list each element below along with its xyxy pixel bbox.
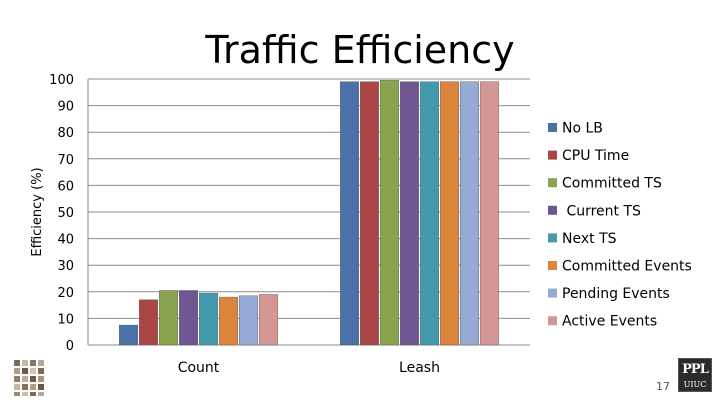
legend-label: Current TS <box>562 203 641 219</box>
bar <box>219 296 238 346</box>
logo-text-ppl: PPL <box>682 362 709 377</box>
bar <box>239 295 258 346</box>
bar <box>460 81 479 346</box>
legend-swatch <box>548 261 557 270</box>
legend-swatch <box>548 123 557 132</box>
bar <box>199 292 218 346</box>
y-tick-label: 100 <box>49 73 74 88</box>
left-logo <box>12 358 46 398</box>
legend-swatch <box>548 316 557 326</box>
y-tick-label: 20 <box>57 286 74 301</box>
legend-label: Next TS <box>562 231 617 247</box>
bar <box>400 81 419 346</box>
y-tick-label: 10 <box>57 312 74 327</box>
y-tick-label: 90 <box>57 100 74 115</box>
bar <box>159 290 178 346</box>
bar <box>139 299 158 346</box>
y-tick-label: 60 <box>57 179 74 194</box>
slide-number: 17 <box>656 380 670 393</box>
y-tick-label: 80 <box>57 126 74 141</box>
y-tick-label: 70 <box>57 153 74 168</box>
y-tick-label: 30 <box>57 259 74 274</box>
legend-label: Committed Events <box>562 259 692 275</box>
legend-swatch <box>548 233 557 243</box>
bar <box>119 324 138 346</box>
bar <box>340 81 359 346</box>
legend-label: Committed TS <box>562 176 662 192</box>
legend-swatch <box>548 288 557 298</box>
legend-swatch <box>548 178 557 188</box>
bar <box>440 81 459 346</box>
y-axis-label: Efficiency (%) <box>30 167 45 256</box>
legend-swatch <box>548 150 557 160</box>
legend-swatch <box>548 205 557 215</box>
y-tick-label: 0 <box>66 339 74 354</box>
bar <box>179 290 198 346</box>
bar <box>259 294 278 346</box>
y-tick-label: 50 <box>57 206 74 221</box>
logo-text-uiuc: UIUC <box>683 380 707 389</box>
axes: 0 10 20 30 40 50 60 70 80 90 100 Efficiency (%) Coun… <box>30 73 440 376</box>
legend-label: Pending Events <box>562 286 670 302</box>
x-tick-label: Count <box>178 360 220 376</box>
legend-label: No LB <box>562 121 603 137</box>
bar <box>420 81 439 346</box>
legend-label: CPU Time <box>562 148 629 164</box>
x-tick-label: Leash <box>399 360 440 376</box>
bars <box>119 80 499 346</box>
legend: No LB CPU Time Committed TS Current TS Next… <box>548 121 692 330</box>
y-tick-label: 40 <box>57 233 74 248</box>
bar <box>480 81 499 346</box>
ppl-uiuc-logo: PPL UIUC <box>678 358 712 392</box>
legend-label: Active Events <box>562 314 657 330</box>
bar <box>380 80 399 346</box>
chart-title: Traffic Efficiency <box>205 28 515 72</box>
bar <box>360 81 379 346</box>
